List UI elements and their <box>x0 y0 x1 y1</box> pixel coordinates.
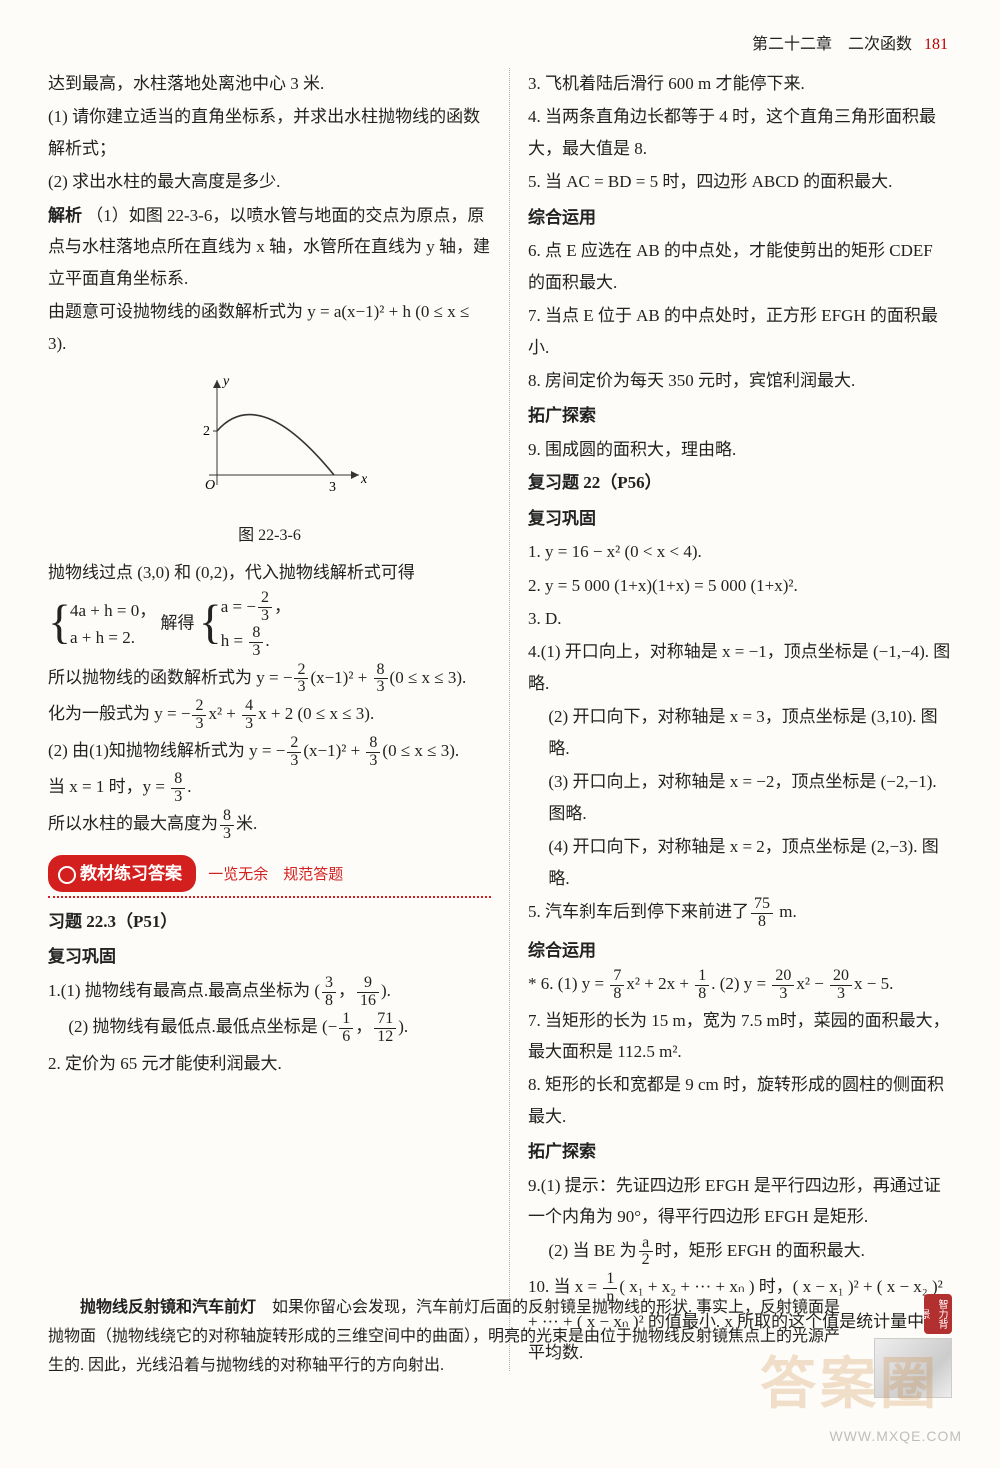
question-1: (1) 请你建立适当的直角坐标系，并求出水柱抛物线的函数解析式； <box>48 101 491 164</box>
item-4: 4. 当两条直角边长都等于 4 时，这个直角三角形面积最大，最大值是 8. <box>528 101 952 164</box>
item-8: 8. 房间定价为每天 350 元时，宾馆利润最大. <box>528 365 952 396</box>
fx-4-3: (3) 开口向上，对称轴是 x = −2，顶点坐标是 (−2,−1). 图略. <box>528 766 952 829</box>
item-3: 3. 飞机着陆后滑行 600 m 才能停下来. <box>528 68 952 99</box>
red-pill: 教材练习答案 <box>48 855 196 892</box>
fx-4-1: 4.(1) 开口向上，对称轴是 x = −1，顶点坐标是 (−1,−4). 图略… <box>528 636 952 699</box>
analysis-block: 解析 （1）如图 22-3-6，以喷水管与地面的交点为原点，原点与水柱落地点所在… <box>48 200 491 294</box>
parabola-figure: 2 O 3 x y <box>48 365 491 515</box>
red-subtitle: 一览无余 规范答题 <box>208 867 343 883</box>
para-substitute: 抛物线过点 (3,0) 和 (0,2)，代入抛物线解析式可得 <box>48 557 491 588</box>
chapter-title: 第二十二章 二次函数 <box>752 36 912 53</box>
item-2: 2. 定价为 65 元才能使利润最大. <box>48 1048 491 1079</box>
fx-1: 1. y = 16 − x² (0 < x < 4). <box>528 536 952 567</box>
item-1-1: 1.(1) 抛物线有最高点.最高点坐标为 (38，916). <box>48 975 491 1010</box>
analysis-text-1: （1）如图 22-3-6，以喷水管与地面的交点为原点，原点与水柱落地点所在直线为… <box>48 206 490 288</box>
sys-eq-2: a + h = 2. <box>70 628 135 647</box>
item-5: 5. 当 AC = BD = 5 时，四边形 ABCD 的面积最大. <box>528 166 952 197</box>
intro-line: 达到最高，水柱落地处离池中心 3 米. <box>48 68 491 99</box>
parabola-graph: 2 O 3 x y <box>159 365 379 505</box>
footnote-text: 抛物线反射镜和汽车前灯 如果你留心会发现，汽车前灯后面的反射镜呈抛物线的形状. … <box>48 1294 862 1398</box>
section-review-2: 复习巩固 <box>528 503 952 534</box>
section-review: 复习巩固 <box>48 941 491 972</box>
fx-4-2: (2) 开口向下，对称轴是 x = 3，顶点坐标是 (3,10). 图略. <box>528 701 952 764</box>
watermark-url: WWW.MXQE.COM <box>829 1428 962 1444</box>
x-tick-3: 3 <box>329 480 336 495</box>
question-2: (2) 求出水柱的最大高度是多少. <box>48 166 491 197</box>
equation-system: { 4a + h = 0， a + h = 2. 解得 { a = −23， h… <box>48 590 491 659</box>
fx-2: 2. y = 5 000 (1+x)(1+x) = 5 000 (1+x)². <box>528 570 952 601</box>
y-axis-label: y <box>221 374 230 389</box>
item-9: 9. 围成圆的面积大，理由略. <box>528 434 952 465</box>
review-22-title: 复习题 22（P56） <box>528 467 952 498</box>
max-height: 所以水柱的最大高度为83米. <box>48 808 491 843</box>
textbook-answers-header: 教材练习答案 一览无余 规范答题 <box>48 845 491 896</box>
y-tick-2: 2 <box>203 424 210 439</box>
part-2-restate: (2) 由(1)知抛物线解析式为 y = −23(x−1)² + 83(0 ≤ … <box>48 735 491 770</box>
item-7: 7. 当点 E 位于 AB 的中点处时，正方形 EFGH 的面积最小. <box>528 300 952 363</box>
sol-a: a = −23， <box>221 597 291 616</box>
speaker-icon <box>58 866 76 884</box>
fx-4-4: (4) 开口向下，对称轴是 x = 2，顶点坐标是 (2,−3). 图略. <box>528 831 952 894</box>
right-column: 3. 飞机着陆后滑行 600 m 才能停下来. 4. 当两条直角边长都等于 4 … <box>509 68 952 1371</box>
footnote-badge: 智力背景 <box>924 1294 952 1334</box>
section-comprehensive: 综合运用 <box>528 202 952 233</box>
when-x-1: 当 x = 1 时，y = 83. <box>48 771 491 806</box>
exercise-22-3-title: 习题 22.3（P51） <box>48 906 491 937</box>
section-comprehensive-2: 综合运用 <box>528 935 952 966</box>
fx-6: * 6. (1) y = 78x² + 2x + 18. (2) y = 203… <box>528 968 952 1003</box>
figure-label: 图 22-3-6 <box>48 521 491 551</box>
result-general-form: 化为一般式为 y = −23x² + 43x + 2 (0 ≤ x ≤ 3). <box>48 698 491 733</box>
fx-5: 5. 汽车刹车后到停下来前进了758 m. <box>528 896 952 931</box>
analysis-label: 解析 <box>48 206 82 225</box>
section-explore: 拓广探索 <box>528 400 952 431</box>
two-column-body: 达到最高，水柱落地处离池中心 3 米. (1) 请你建立适当的直角坐标系，并求出… <box>48 68 952 1371</box>
sys-eq-1: 4a + h = 0， <box>70 601 156 620</box>
result-vertex-form: 所以抛物线的函数解析式为 y = −23(x−1)² + 83(0 ≤ x ≤ … <box>48 662 491 697</box>
sol-h: h = 83. <box>221 631 270 650</box>
fx-8: 8. 矩形的长和宽都是 9 cm 时，旋转形成的圆柱的侧面积最大. <box>528 1069 952 1132</box>
origin-label: O <box>205 478 215 493</box>
fx-9-2: (2) 当 BE 为a2时，矩形 EFGH 的面积最大. <box>528 1235 952 1270</box>
equation-intro: 由题意可设抛物线的函数解析式为 y = a(x−1)² + h (0 ≤ x ≤… <box>48 296 491 359</box>
fx-9-1: 9.(1) 提示：先证四边形 EFGH 是平行四边形，再通过证 一个内角为 90… <box>528 1170 952 1233</box>
solve-label: 解得 <box>160 614 194 633</box>
item-6: 6. 点 E 应选在 AB 的中点处，才能使剪出的矩形 CDEF 的面积最大. <box>528 235 952 298</box>
fx-7: 7. 当矩形的长为 15 m，宽为 7.5 m时，菜园的面积最大，最大面积是 1… <box>528 1005 952 1068</box>
page-number: 181 <box>924 36 948 53</box>
page-header: 第二十二章 二次函数 181 <box>48 30 952 54</box>
item-1-2: (2) 抛物线有最低点.最低点坐标是 (−16，7112). <box>48 1011 491 1046</box>
left-column: 达到最高，水柱落地处离池中心 3 米. (1) 请你建立适当的直角坐标系，并求出… <box>48 68 491 1371</box>
footnote-title: 抛物线反射镜和汽车前灯 <box>80 1299 256 1316</box>
red-dashed-rule <box>48 896 491 898</box>
x-axis-label: x <box>360 472 368 487</box>
watermark-large: 答案圈 <box>760 1339 940 1420</box>
fx-3: 3. D. <box>528 603 952 634</box>
section-explore-2: 拓广探索 <box>528 1136 952 1167</box>
